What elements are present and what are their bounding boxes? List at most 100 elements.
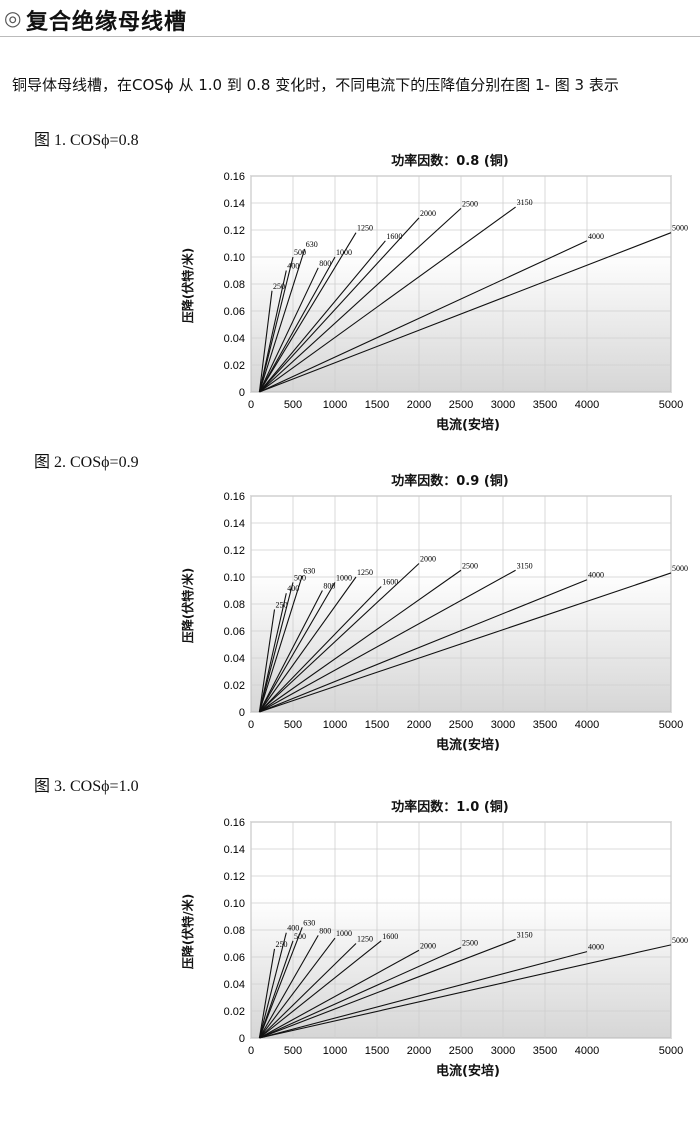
x-tick-label: 2500 bbox=[449, 1045, 473, 1057]
figure-1-title: 功率因数：0.8 (铜) bbox=[391, 154, 509, 169]
x-tick-label: 4000 bbox=[575, 1045, 599, 1057]
x-tick-label: 4000 bbox=[575, 719, 599, 731]
x-tick-label: 1000 bbox=[323, 399, 347, 411]
series-label-2000: 2000 bbox=[420, 941, 436, 950]
y-tick-label: 0.16 bbox=[224, 491, 245, 503]
series-label-250: 250 bbox=[276, 940, 288, 949]
x-tick-label: 3500 bbox=[533, 719, 557, 731]
series-line-4000 bbox=[259, 579, 588, 713]
y-tick-label: 0.08 bbox=[224, 279, 245, 291]
series-label-800: 800 bbox=[323, 582, 335, 591]
series-line-800 bbox=[258, 935, 319, 1039]
series-line-630 bbox=[258, 575, 303, 713]
series-label-500: 500 bbox=[294, 248, 306, 257]
series-label-630: 630 bbox=[303, 567, 315, 576]
series-label-800: 800 bbox=[319, 926, 331, 935]
series-line-4000 bbox=[259, 951, 588, 1039]
series-line-500 bbox=[258, 256, 294, 393]
x-tick-label: 2500 bbox=[449, 719, 473, 731]
x-tick-label: 500 bbox=[284, 1045, 302, 1057]
series-line-2000 bbox=[259, 563, 420, 713]
series-line-500 bbox=[258, 940, 294, 1039]
figure-2-caption: 图 2. COSϕ=0.9 bbox=[34, 454, 139, 471]
x-tick-label: 2000 bbox=[407, 399, 431, 411]
series-label-2500: 2500 bbox=[462, 939, 478, 948]
x-tick-label: 3500 bbox=[533, 399, 557, 411]
series-label-250: 250 bbox=[276, 600, 288, 609]
series-line-250 bbox=[258, 609, 276, 713]
figure-1-ylabel: 压降(伏特/米) bbox=[181, 247, 196, 324]
x-tick-label: 3500 bbox=[533, 1045, 557, 1057]
series-line-4000 bbox=[259, 240, 588, 393]
series-label-2500: 2500 bbox=[462, 561, 478, 570]
x-tick-label: 0 bbox=[248, 719, 254, 731]
series-label-800: 800 bbox=[319, 259, 331, 268]
series-line-2000 bbox=[259, 949, 420, 1039]
series-label-500: 500 bbox=[294, 932, 306, 941]
series-line-3150 bbox=[259, 569, 516, 713]
y-tick-label: 0.14 bbox=[224, 844, 245, 856]
series-line-1600 bbox=[259, 940, 382, 1039]
series-label-2000: 2000 bbox=[420, 555, 436, 564]
series-line-2500 bbox=[259, 207, 462, 393]
intro-text: 铜导体母线槽，在COSϕ 从 1.0 到 0.8 变化时，不同电流下的压降值分别… bbox=[12, 76, 619, 94]
y-tick-label: 0.02 bbox=[224, 680, 245, 692]
x-tick-label: 1000 bbox=[323, 719, 347, 731]
y-tick-label: 0.16 bbox=[224, 171, 245, 183]
y-tick-label: 0.12 bbox=[224, 871, 245, 883]
series-line-1250 bbox=[258, 576, 357, 713]
series-line-1250 bbox=[258, 232, 357, 393]
series-label-3150: 3150 bbox=[517, 561, 533, 570]
figure-2-xlabel: 电流(安培) bbox=[436, 738, 500, 753]
series-line-1600 bbox=[258, 240, 386, 393]
x-tick-label: 2000 bbox=[407, 719, 431, 731]
series-label-400: 400 bbox=[287, 262, 299, 271]
circle-mark-icon: ◎ bbox=[4, 6, 22, 30]
series-label-3150: 3150 bbox=[517, 930, 533, 939]
x-tick-label: 500 bbox=[284, 719, 302, 731]
y-tick-label: 0.12 bbox=[224, 225, 245, 237]
y-tick-label: 0.06 bbox=[224, 626, 245, 638]
page-title: 复合绝缘母线槽 bbox=[26, 10, 188, 35]
series-line-400 bbox=[258, 593, 287, 713]
y-tick-label: 0.06 bbox=[224, 306, 245, 318]
figure-2-ylabel: 压降(伏特/米) bbox=[181, 567, 196, 644]
x-tick-label: 3000 bbox=[491, 719, 515, 731]
series-label-1250: 1250 bbox=[357, 568, 373, 577]
series-label-5000: 5000 bbox=[672, 936, 688, 945]
series-line-1000 bbox=[258, 582, 336, 713]
x-tick-label: 4000 bbox=[575, 399, 599, 411]
y-tick-label: 0.02 bbox=[224, 1006, 245, 1018]
y-tick-label: 0 bbox=[239, 1033, 245, 1045]
series-line-2000 bbox=[258, 217, 420, 393]
series-line-5000 bbox=[259, 944, 672, 1039]
series-label-1600: 1600 bbox=[382, 932, 398, 941]
figure-3-chart: 0 0.02 0.04 0.06 0.08 0.10 0.12 0.14 0.16 0 500 100… bbox=[196, 814, 696, 1124]
figure-1-caption: 图 1. COSϕ=0.8 bbox=[34, 132, 139, 149]
series-label-250: 250 bbox=[273, 282, 285, 291]
series-label-2000: 2000 bbox=[420, 209, 436, 218]
series-label-5000: 5000 bbox=[672, 564, 688, 573]
series-line-1000 bbox=[258, 256, 336, 393]
series-label-630: 630 bbox=[306, 240, 318, 249]
x-tick-label: 5000 bbox=[659, 1045, 683, 1057]
figure-1-chart: 0 0.02 0.04 0.06 0.08 0.10 0.12 0.14 0.16 0 500 100… bbox=[196, 168, 696, 478]
series-label-3150: 3150 bbox=[517, 198, 533, 207]
x-tick-label: 0 bbox=[248, 399, 254, 411]
y-tick-label: 0.14 bbox=[224, 518, 245, 530]
header-divider bbox=[0, 36, 700, 37]
series-label-2500: 2500 bbox=[462, 199, 478, 208]
series-line-500 bbox=[258, 582, 294, 713]
y-tick-label: 0.16 bbox=[224, 817, 245, 829]
y-tick-label: 0.10 bbox=[224, 898, 245, 910]
series-line-5000 bbox=[259, 572, 672, 713]
series-label-500: 500 bbox=[294, 573, 306, 582]
series-line-3150 bbox=[259, 206, 516, 393]
y-tick-label: 0.04 bbox=[224, 333, 245, 345]
series-label-5000: 5000 bbox=[672, 224, 688, 233]
series-line-250 bbox=[258, 290, 273, 393]
figure-3-title: 功率因数：1.0 (铜) bbox=[391, 800, 509, 815]
figure-2-chart: 0 0.02 0.04 0.06 0.08 0.10 0.12 0.14 0.16 0 500 100… bbox=[196, 488, 696, 798]
chart-svg: 0 0.02 0.04 0.06 0.08 0.10 0.12 0.14 0.16 0 500 100… bbox=[224, 171, 688, 411]
figure-3-xlabel: 电流(安培) bbox=[436, 1064, 500, 1079]
